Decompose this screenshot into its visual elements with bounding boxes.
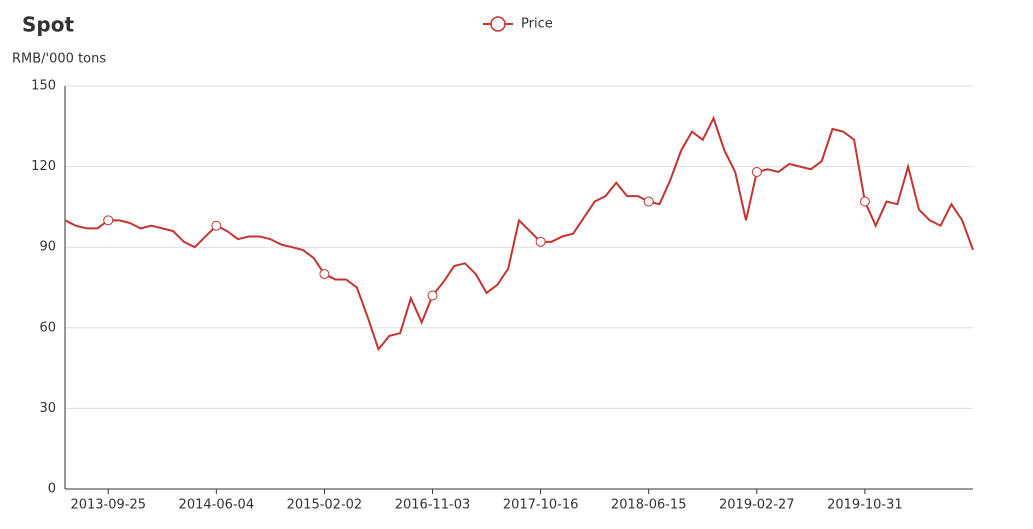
price-marker bbox=[751, 166, 762, 177]
legend-marker bbox=[490, 16, 506, 32]
x-tick-label: 2016-11-03 bbox=[395, 498, 471, 513]
price-marker bbox=[211, 220, 222, 231]
legend-label: Price bbox=[521, 17, 553, 32]
price-marker bbox=[319, 269, 330, 280]
x-tick-label: 2019-02-27 bbox=[719, 498, 795, 513]
price-marker bbox=[859, 196, 870, 207]
x-tick-label: 2018-06-15 bbox=[611, 498, 687, 513]
price-marker bbox=[427, 290, 438, 301]
chart-title: Spot bbox=[22, 13, 74, 37]
y-axis-label: RMB/'000 tons bbox=[12, 52, 106, 67]
x-tick-label: 2013-09-25 bbox=[70, 498, 146, 513]
y-tick-label: 90 bbox=[39, 240, 56, 255]
price-marker bbox=[103, 215, 114, 226]
x-tick-label: 2019-10-31 bbox=[827, 498, 903, 513]
x-tick-label: 2015-02-02 bbox=[287, 498, 363, 513]
price-marker bbox=[643, 196, 654, 207]
x-tick-label: 2017-10-16 bbox=[503, 498, 579, 513]
y-tick-label: 30 bbox=[39, 401, 56, 416]
y-tick-label: 0 bbox=[48, 482, 56, 497]
x-tick-label: 2014-06-04 bbox=[179, 498, 255, 513]
y-tick-label: 60 bbox=[39, 320, 56, 335]
y-tick-label: 150 bbox=[31, 79, 56, 94]
price-line bbox=[64, 115, 974, 352]
price-marker bbox=[535, 236, 546, 247]
y-tick-label: 120 bbox=[31, 159, 56, 174]
